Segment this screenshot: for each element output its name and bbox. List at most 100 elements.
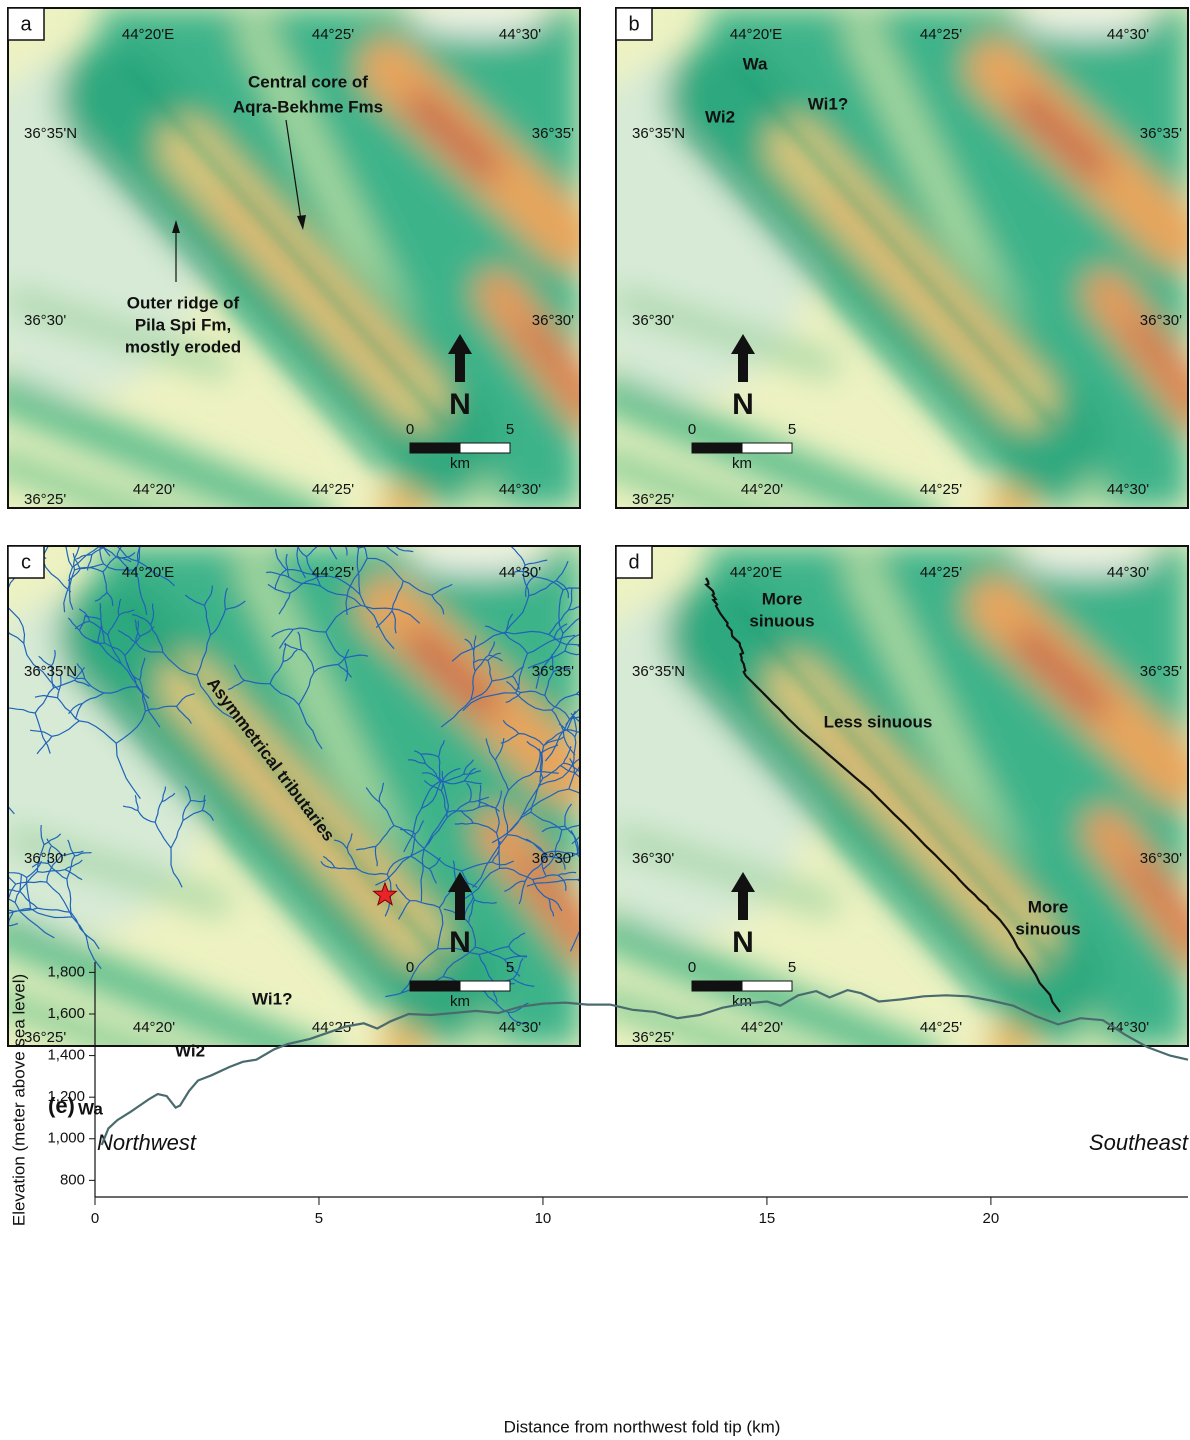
latitude-label: 36°35'N [632, 125, 685, 142]
scale-label: 5 [506, 421, 514, 438]
latitude-label: 36°30' [1140, 850, 1182, 867]
x-tick-label: 20 [983, 1210, 1000, 1227]
scale-bar-white [460, 443, 510, 453]
map-annotation: sinuous [1015, 919, 1080, 938]
longitude-label: 44°30' [1107, 564, 1149, 581]
latitude-label: 36°30' [632, 850, 674, 867]
latitude-label: 36°25' [24, 1029, 66, 1046]
longitude-label: 44°20' [741, 481, 783, 498]
longitude-label: 44°25' [920, 481, 962, 498]
x-tick-label: 0 [91, 1210, 99, 1227]
map-panel: b44°20'E44°25'44°30'44°20'44°25'44°30'36… [556, 0, 1190, 538]
x-axis-label: Distance from northwest fold tip (km) [504, 1417, 781, 1436]
scale-bar-white [742, 443, 792, 453]
longitude-label: 44°25' [920, 564, 962, 581]
longitude-label: 44°30' [499, 481, 541, 498]
map-annotation: Wi2 [705, 107, 735, 126]
longitude-label: 44°25' [920, 1019, 962, 1036]
map-annotation: Central core of [248, 72, 368, 91]
profile-annotation: Wi1? [252, 989, 292, 1008]
y-tick-label: 1,600 [47, 1005, 85, 1022]
x-tick-label: 5 [315, 1210, 323, 1227]
scale-unit: km [732, 455, 752, 472]
latitude-label: 36°30' [1140, 312, 1182, 329]
north-label: N [732, 388, 754, 421]
latitude-label: 36°30' [24, 850, 66, 867]
profile-annotation: Wa [78, 1099, 103, 1118]
panel-label: c [21, 551, 31, 573]
latitude-label: 36°25' [632, 1029, 674, 1046]
direction-label: Southeast [1089, 1130, 1189, 1155]
latitude-label: 36°30' [532, 850, 574, 867]
latitude-label: 36°35'N [24, 125, 77, 142]
longitude-label: 44°20' [133, 481, 175, 498]
x-tick-label: 15 [759, 1210, 776, 1227]
longitude-label: 44°20' [133, 1019, 175, 1036]
longitude-label: 44°25' [312, 26, 354, 43]
longitude-label: 44°25' [312, 481, 354, 498]
y-axis-label: Elevation (meter above sea level) [9, 974, 28, 1226]
map-annotation: Aqra-Bekhme Fms [233, 97, 383, 116]
scale-label: 5 [788, 421, 796, 438]
scale-unit: km [450, 455, 470, 472]
map-annotation: Wi1? [808, 94, 848, 113]
north-label: N [732, 926, 754, 959]
longitude-label: 44°20' [741, 1019, 783, 1036]
longitude-label: 44°20'E [122, 564, 174, 581]
panel-label: a [20, 13, 32, 35]
scale-bar-black [410, 443, 460, 453]
map-annotation: Pila Spi Fm, [135, 315, 231, 334]
latitude-label: 36°35'N [24, 663, 77, 680]
figure: a 44°20'E 44°25' 44°30' 44°20' 44°25' 44°30' 36… [0, 0, 1190, 1440]
latitude-label: 36°25' [24, 491, 66, 508]
longitude-label: 44°25' [312, 564, 354, 581]
longitude-label: 44°25' [920, 26, 962, 43]
panel-label: b [628, 13, 639, 35]
y-tick-label: 1,000 [47, 1130, 85, 1147]
map-panel: d44°20'E44°25'44°30'44°20'44°25'44°30'36… [556, 538, 1190, 1076]
longitude-label: 44°30' [499, 26, 541, 43]
latitude-label: 36°35' [1140, 125, 1182, 142]
longitude-label: 44°30' [499, 564, 541, 581]
longitude-label: 44°20'E [122, 26, 174, 43]
latitude-label: 36°25' [632, 491, 674, 508]
scale-label: 5 [788, 959, 796, 976]
longitude-label: 44°25' [312, 1019, 354, 1036]
scale-label: 0 [688, 421, 696, 438]
scale-label: 0 [406, 421, 414, 438]
scale-bar-white [742, 981, 792, 991]
latitude-label: 36°30' [532, 312, 574, 329]
longitude-label: 44°20'E [730, 26, 782, 43]
scale-bar-white [460, 981, 510, 991]
scale-bar-black [410, 981, 460, 991]
north-label: N [449, 388, 471, 421]
panel-label: d [628, 551, 639, 573]
scale-label: 0 [406, 959, 414, 976]
map-image [556, 538, 1190, 1076]
latitude-label: 36°35'N [632, 663, 685, 680]
latitude-label: 36°30' [24, 312, 66, 329]
y-tick-label: 1,400 [47, 1047, 85, 1064]
scale-label: 5 [506, 959, 514, 976]
profile-annotation: Wi2 [175, 1041, 205, 1060]
map-annotation: Less sinuous [824, 712, 933, 731]
body: a 44°20'E 44°25' 44°30' 44°20' 44°25' 44°30' 36… [0, 0, 1190, 1440]
longitude-label: 44°20'E [730, 564, 782, 581]
y-tick-label: 1,800 [47, 963, 85, 980]
map-annotation: Outer ridge of [127, 293, 240, 312]
latitude-label: 36°35' [532, 663, 574, 680]
map-annotation: Wa [743, 54, 768, 73]
map-annotation: More [1028, 897, 1069, 916]
latitude-label: 36°30' [632, 312, 674, 329]
scale-unit: km [450, 993, 470, 1010]
y-tick-label: 800 [60, 1171, 85, 1188]
map-image [556, 0, 1190, 538]
latitude-label: 36°35' [532, 125, 574, 142]
scale-bar-black [692, 981, 742, 991]
map-annotation: More [762, 589, 803, 608]
page: Fold maps and elevation profile {"maps":… [0, 0, 1190, 1440]
direction-label: Northwest [97, 1130, 197, 1155]
x-tick-label: 10 [535, 1210, 552, 1227]
scale-bar-black [692, 443, 742, 453]
longitude-label: 44°30' [1107, 481, 1149, 498]
